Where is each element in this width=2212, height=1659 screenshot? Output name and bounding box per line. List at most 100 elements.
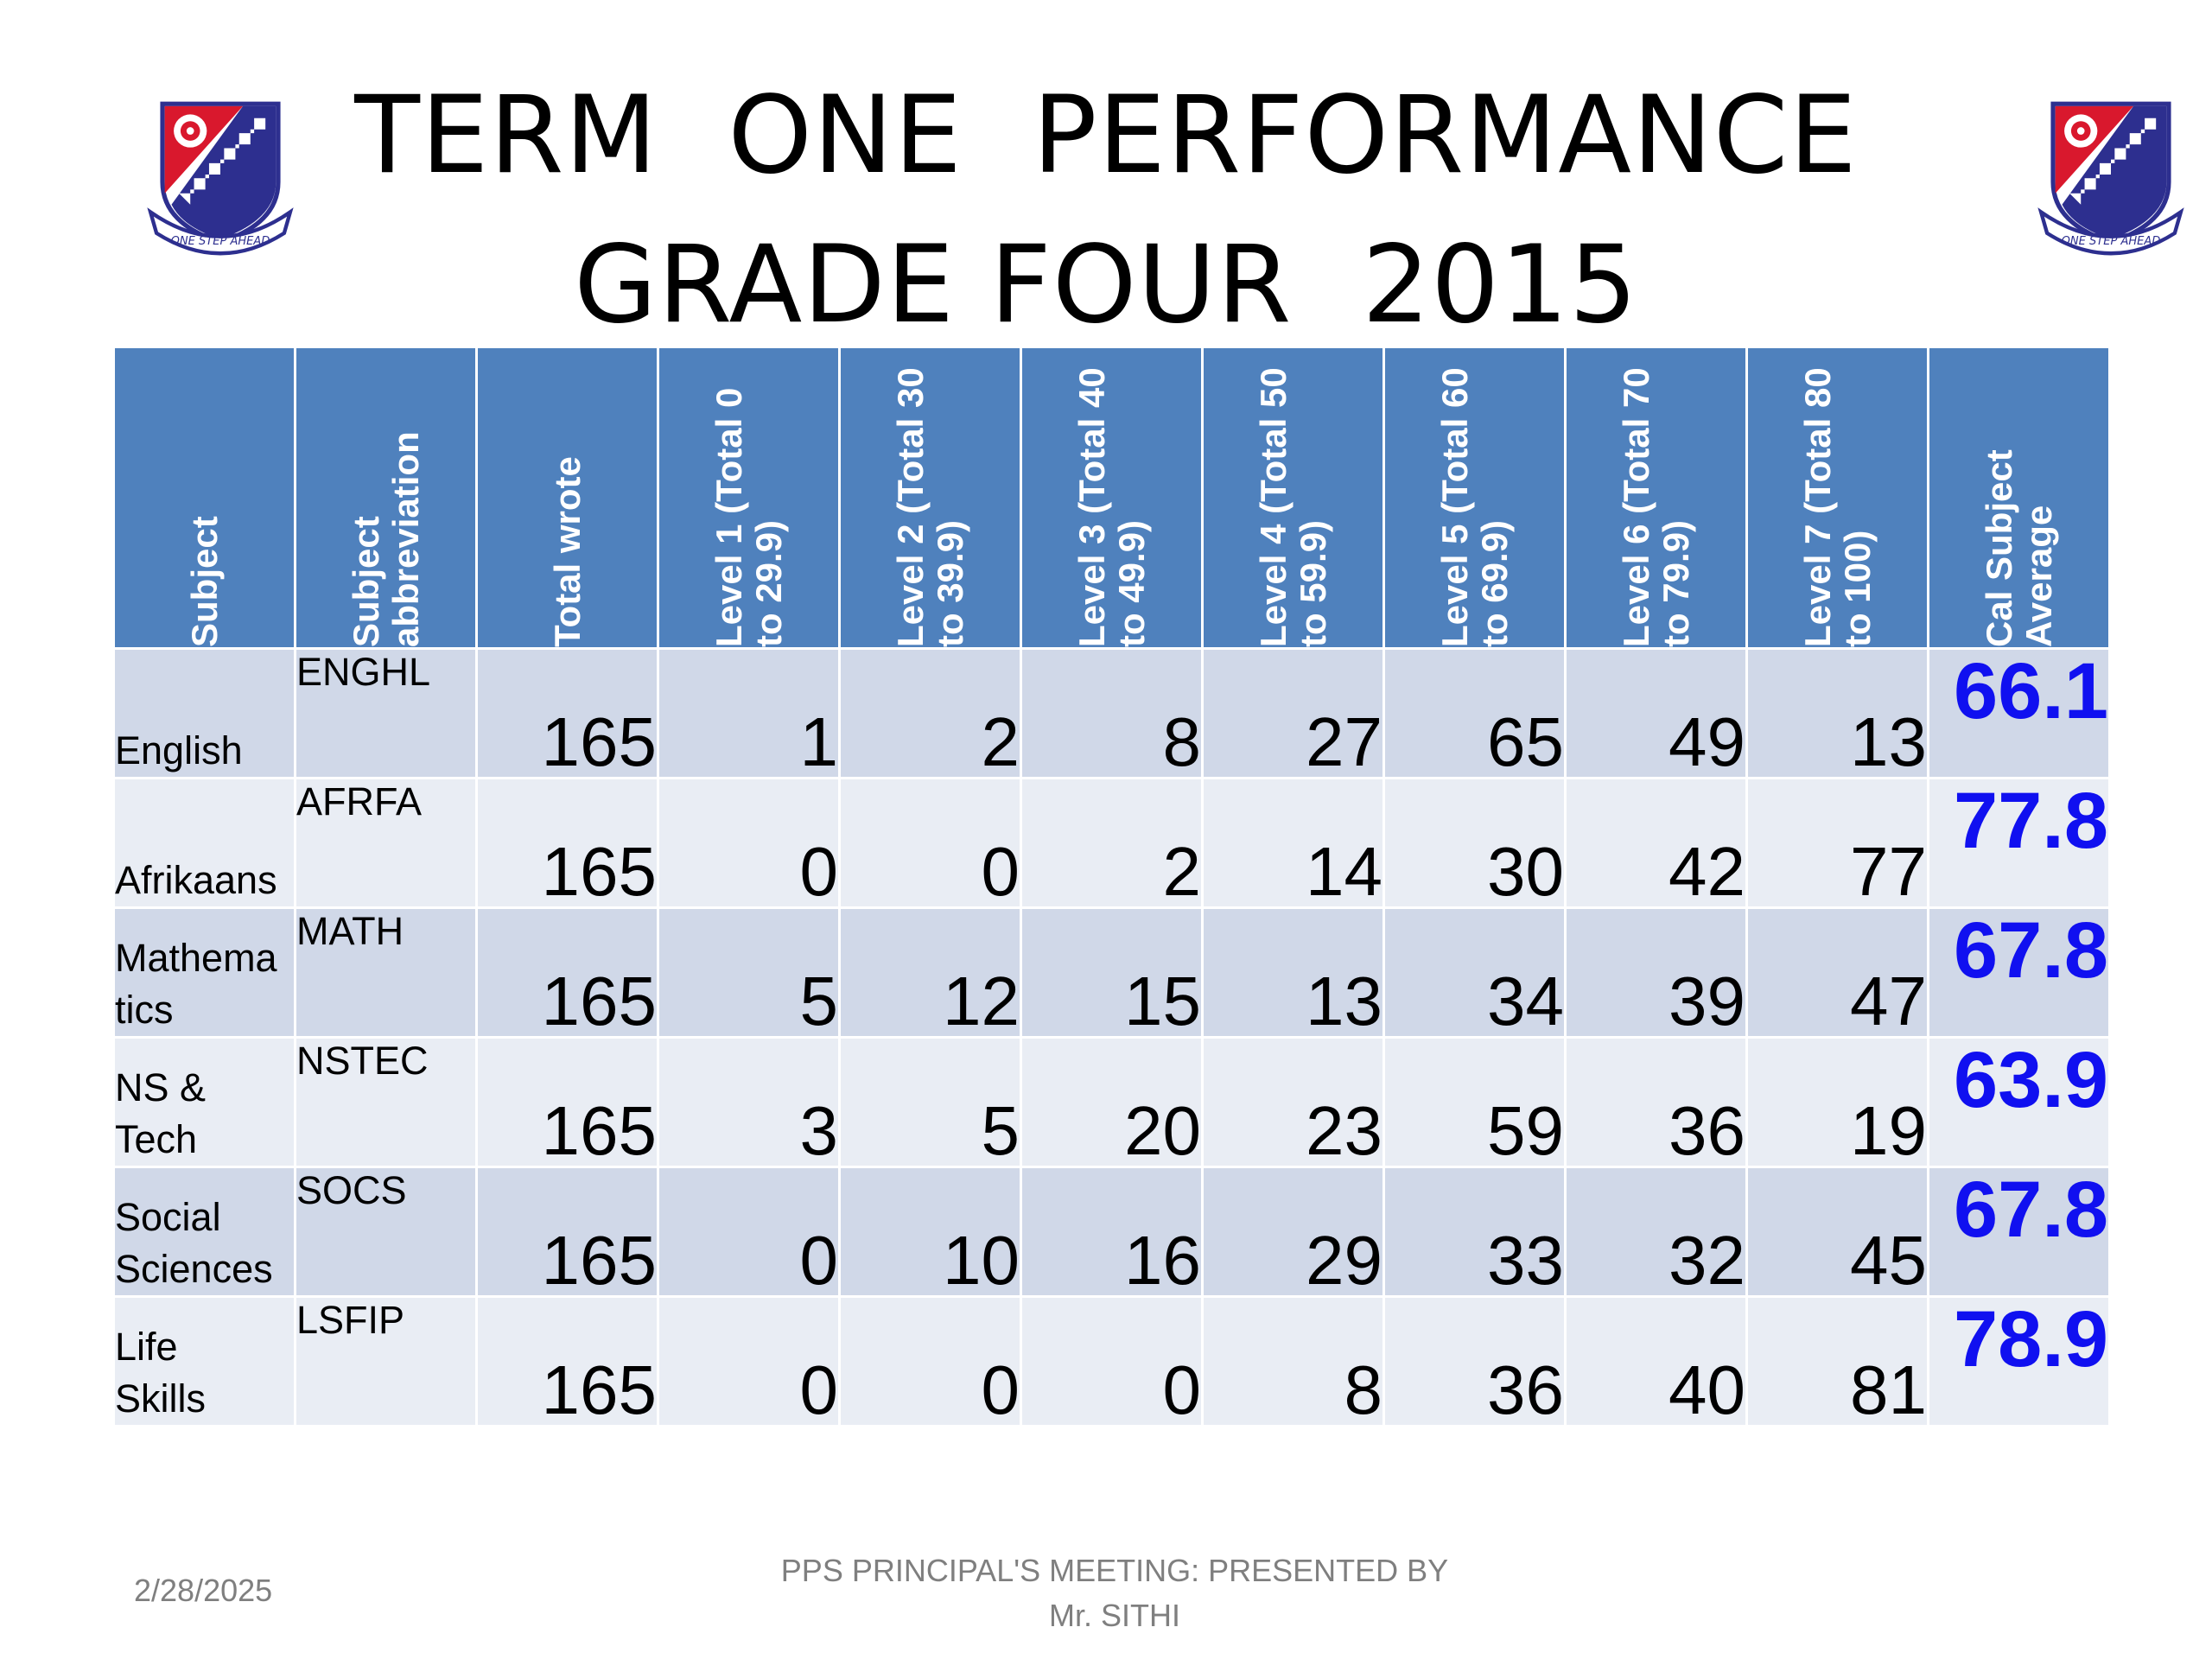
subject-cell: Mathema tics — [112, 906, 296, 1039]
column-header-label: Level 5 (Total 60 to 69.9) — [1433, 367, 1515, 647]
column-header: Total wrote — [475, 346, 659, 650]
level-6-cell: 36 — [1564, 1036, 1748, 1168]
subject-cell: Life Skills — [112, 1295, 296, 1427]
table-row: Afrikaans AFRFA 165 0 0 2 14 30 42 77 77.8 — [112, 777, 2111, 909]
level-4-cell: 13 — [1201, 906, 1385, 1039]
level-1-cell: 0 — [657, 1295, 841, 1427]
subject-average-cell: 67.8 — [1927, 1166, 2111, 1298]
level-2-cell: 10 — [838, 1166, 1022, 1298]
table-row: Life Skills LSFIP 165 0 0 0 8 36 40 81 78.9 — [112, 1295, 2111, 1427]
subject-cell: NS & Tech — [112, 1036, 296, 1168]
level-3-cell: 20 — [1020, 1036, 1204, 1168]
column-header-label: Total wrote — [546, 456, 588, 647]
column-header: Subject abbreviation — [294, 346, 478, 650]
level-7-cell: 77 — [1745, 777, 1929, 909]
level-3-cell: 16 — [1020, 1166, 1204, 1298]
total-wrote-cell: 165 — [475, 647, 659, 779]
abbreviation-cell: ENGHL — [294, 647, 478, 779]
column-header: Level 1 (Total 0 to 29.9) — [657, 346, 841, 650]
column-header-label: Subject — [183, 516, 225, 647]
abbreviation-cell: NSTEC — [294, 1036, 478, 1168]
level-2-cell: 12 — [838, 906, 1022, 1039]
performance-table: Subject Subject abbreviation Total wrote Le… — [112, 346, 2111, 1427]
level-5-cell: 30 — [1382, 777, 1567, 909]
level-2-cell: 0 — [838, 1295, 1022, 1427]
level-2-cell: 5 — [838, 1036, 1022, 1168]
table-row: Mathema tics MATH 165 5 12 15 13 34 39 47 67.8 — [112, 906, 2111, 1039]
level-7-cell: 47 — [1745, 906, 1929, 1039]
level-3-cell: 15 — [1020, 906, 1204, 1039]
level-6-cell: 32 — [1564, 1166, 1748, 1298]
level-4-cell: 27 — [1201, 647, 1385, 779]
header-row: Subject Subject abbreviation Total wrote Le… — [112, 346, 2111, 650]
column-header-label: Cal Subject Average — [1978, 449, 2059, 647]
total-wrote-cell: 165 — [475, 1295, 659, 1427]
subject-average-cell: 66.1 — [1927, 647, 2111, 779]
footer-presenter: PPS PRINCIPAL'S MEETING: PRESENTED BY Mr… — [780, 1553, 1449, 1633]
total-wrote-cell: 165 — [475, 1036, 659, 1168]
column-header-label: Level 2 (Total 30 to 39.9) — [889, 367, 970, 647]
abbreviation-cell: AFRFA — [294, 777, 478, 909]
level-7-cell: 45 — [1745, 1166, 1929, 1298]
total-wrote-cell: 165 — [475, 777, 659, 909]
subject-cell: Afrikaans — [112, 777, 296, 909]
table-row: English ENGHL 165 1 2 8 27 65 49 13 66.1 — [112, 647, 2111, 779]
slide-title-line1: TERM ONE PERFORMANCE — [354, 73, 1858, 198]
abbreviation-cell: LSFIP — [294, 1295, 478, 1427]
level-5-cell: 34 — [1382, 906, 1567, 1039]
level-4-cell: 29 — [1201, 1166, 1385, 1298]
level-4-cell: 14 — [1201, 777, 1385, 909]
level-6-cell: 42 — [1564, 777, 1748, 909]
table-row: Social Sciences SOCS 165 0 10 16 29 33 32 45 67.8 — [112, 1166, 2111, 1298]
level-2-cell: 0 — [838, 777, 1022, 909]
column-header: Level 3 (Total 40 to 49.9) — [1020, 346, 1204, 650]
level-6-cell: 49 — [1564, 647, 1748, 779]
level-5-cell: 65 — [1382, 647, 1567, 779]
crest-right-icon — [2029, 99, 2193, 272]
column-header: Cal Subject Average — [1927, 346, 2111, 650]
level-1-cell: 1 — [657, 647, 841, 779]
column-header: Level 5 (Total 60 to 69.9) — [1382, 346, 1567, 650]
level-1-cell: 5 — [657, 906, 841, 1039]
level-2-cell: 2 — [838, 647, 1022, 779]
level-1-cell: 0 — [657, 1166, 841, 1298]
column-header: Level 2 (Total 30 to 39.9) — [838, 346, 1022, 650]
level-6-cell: 39 — [1564, 906, 1748, 1039]
column-header-label: Level 3 (Total 40 to 49.9) — [1071, 367, 1152, 647]
subject-cell: English — [112, 647, 296, 779]
subject-average-cell: 67.8 — [1927, 906, 2111, 1039]
level-1-cell: 0 — [657, 777, 841, 909]
total-wrote-cell: 165 — [475, 1166, 659, 1298]
column-header-label: Level 1 (Total 0 to 29.9) — [708, 387, 789, 647]
level-7-cell: 13 — [1745, 647, 1929, 779]
level-4-cell: 23 — [1201, 1036, 1385, 1168]
subject-average-cell: 77.8 — [1927, 777, 2111, 909]
subject-average-cell: 78.9 — [1927, 1295, 2111, 1427]
column-header: Level 6 (Total 70 to 79.9) — [1564, 346, 1748, 650]
column-header-label: Level 7 (Total 80 to 100) — [1796, 367, 1878, 647]
level-7-cell: 19 — [1745, 1036, 1929, 1168]
level-5-cell: 36 — [1382, 1295, 1567, 1427]
level-3-cell: 8 — [1020, 647, 1204, 779]
footer-date: 2/28/2025 — [134, 1573, 273, 1608]
abbreviation-cell: SOCS — [294, 1166, 478, 1298]
level-3-cell: 0 — [1020, 1295, 1204, 1427]
abbreviation-cell: MATH — [294, 906, 478, 1039]
level-4-cell: 8 — [1201, 1295, 1385, 1427]
crest-left-icon — [138, 99, 302, 272]
subject-average-cell: 63.9 — [1927, 1036, 2111, 1168]
level-6-cell: 40 — [1564, 1295, 1748, 1427]
level-3-cell: 2 — [1020, 777, 1204, 909]
level-7-cell: 81 — [1745, 1295, 1929, 1427]
subject-cell: Social Sciences — [112, 1166, 296, 1298]
column-header-label: Level 6 (Total 70 to 79.9) — [1615, 367, 1696, 647]
column-header: Level 4 (Total 50 to 59.9) — [1201, 346, 1385, 650]
column-header-label: Subject abbreviation — [345, 431, 426, 647]
slide-title-line2: GRADE FOUR 2015 — [574, 223, 1638, 347]
column-header-label: Level 4 (Total 50 to 59.9) — [1252, 367, 1333, 647]
column-header: Subject — [112, 346, 296, 650]
level-5-cell: 33 — [1382, 1166, 1567, 1298]
column-header: Level 7 (Total 80 to 100) — [1745, 346, 1929, 650]
level-5-cell: 59 — [1382, 1036, 1567, 1168]
level-1-cell: 3 — [657, 1036, 841, 1168]
